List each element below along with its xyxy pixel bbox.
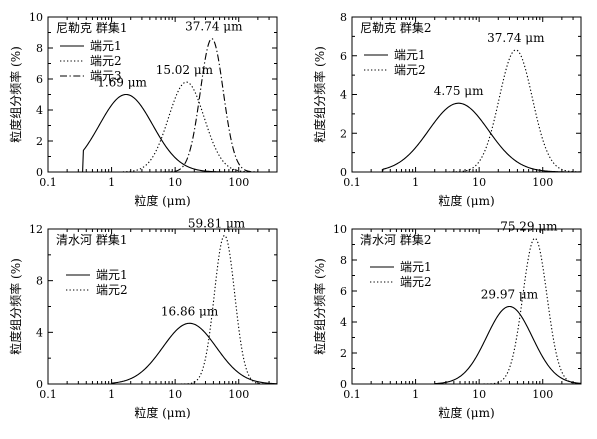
chart-panel-1: 0.1 1 10 100 0 2 4 6 8 10 粒度 (μm) 粒度组分频率 (%) 尼勒克 群集1… (8, 11, 278, 208)
y-axis-label: 粒度组分频率 (%) (8, 46, 23, 143)
peak-label: 16.86 μm (161, 304, 219, 318)
chart-panel-4: 0.1 1 10 100 0 2 4 6 8 10 粒度 (μm) 粒度组分频率 (%) 清水河 群集2… (312, 219, 582, 420)
peak-label: 37.74 μm (487, 31, 545, 45)
series-line-1 (381, 102, 581, 172)
peak-label: 75.29 μm (500, 219, 558, 233)
series-group (434, 237, 581, 384)
y-tick-label: 10 (29, 11, 43, 24)
series-line-1 (82, 93, 258, 172)
legend-label: 端元3 (90, 69, 122, 83)
x-tick-label: 1 (108, 176, 115, 189)
y-tick-label: 0 (340, 166, 347, 179)
x-tick-label: 0.1 (343, 176, 361, 189)
x-tick-label: 100 (532, 388, 553, 401)
y-tick-label: 4 (340, 89, 347, 102)
x-axis-label: 粒度 (μm) (134, 193, 190, 208)
x-tick-label: 1 (108, 388, 115, 401)
peak-label: 29.97 μm (481, 288, 539, 302)
legend-label: 端元1 (394, 48, 426, 62)
y-tick-label: 0 (340, 378, 347, 391)
y-tick-label: 2 (340, 347, 347, 360)
series-line-1 (434, 305, 581, 384)
series-group (111, 234, 277, 384)
y-tick-label: 4 (36, 326, 43, 339)
x-tick-label: 10 (168, 388, 182, 401)
series-line-2 (434, 49, 581, 172)
y-tick-label: 0 (36, 378, 43, 391)
series-group (82, 38, 258, 172)
peak-label: 4.75 μm (434, 84, 484, 98)
legend-label: 端元2 (400, 275, 432, 289)
x-tick-label: 100 (228, 388, 249, 401)
plot-frame (351, 228, 582, 385)
y-axis-label: 粒度组分频率 (%) (312, 46, 327, 143)
x-tick-label: 0.1 (343, 388, 361, 401)
x-tick-label: 1 (412, 388, 419, 401)
y-tick-label: 10 (333, 223, 347, 236)
y-axis-label: 粒度组分频率 (%) (8, 258, 23, 355)
x-tick-label: 10 (472, 176, 486, 189)
y-tick-label: 8 (36, 42, 43, 55)
y-tick-label: 4 (340, 316, 347, 329)
peak-label: 15.02 μm (156, 63, 214, 77)
panel-title: 清水河 群集2 (360, 232, 431, 247)
y-tick-label: 0 (36, 166, 43, 179)
chart-panel-3: 0.1 1 10 100 0 4 8 12 粒度 (μm) 粒度组分频率 (%) 清水河 群集1 16… (8, 216, 278, 420)
y-tick-label: 2 (36, 135, 43, 148)
y-tick-label: 12 (29, 223, 43, 236)
y-axis-label: 粒度组分频率 (%) (312, 258, 327, 355)
y-tick-label: 4 (36, 104, 43, 117)
series-line-2 (472, 237, 581, 384)
legend-label: 端元2 (90, 54, 122, 68)
y-tick-label: 6 (340, 285, 347, 298)
y-tick-label: 8 (340, 254, 347, 267)
y-tick-label: 6 (36, 73, 43, 86)
legend-label: 端元2 (96, 283, 128, 297)
legend-label: 端元1 (400, 260, 432, 274)
x-axis-label: 粒度 (μm) (134, 405, 190, 420)
x-tick-label: 1 (412, 176, 419, 189)
legend-label: 端元1 (90, 39, 122, 53)
x-tick-label: 10 (168, 176, 182, 189)
series-group (381, 49, 581, 172)
x-axis-label: 粒度 (μm) (438, 193, 494, 208)
plot-frame (47, 16, 278, 173)
series-line-3 (161, 38, 258, 172)
peak-label: 1.69 μm (97, 76, 147, 90)
x-tick-label: 10 (472, 388, 486, 401)
y-tick-label: 8 (340, 11, 347, 24)
peak-label: 37.74 μm (185, 20, 243, 34)
panel-title: 尼勒克 群集2 (360, 20, 431, 35)
x-tick-label: 100 (228, 176, 249, 189)
x-tick-label: 0.1 (39, 388, 57, 401)
peak-label: 59.81 μm (188, 216, 246, 230)
y-tick-label: 6 (340, 50, 347, 63)
series-line-1 (111, 322, 277, 384)
series-line-2 (122, 81, 258, 172)
chart-panel-2: 0.1 1 10 100 0 2 4 6 8 粒度 (μm) 粒度组分频率 (%) 尼勒克 群集2 4.… (312, 11, 582, 208)
x-tick-label: 100 (532, 176, 553, 189)
y-tick-label: 8 (36, 275, 43, 288)
legend-label: 端元2 (394, 63, 426, 77)
y-tick-label: 2 (340, 127, 347, 140)
panel-title: 清水河 群集1 (56, 232, 127, 247)
legend-label: 端元1 (96, 268, 128, 282)
x-tick-label: 0.1 (39, 176, 57, 189)
x-axis-label: 粒度 (μm) (438, 405, 494, 420)
panel-title: 尼勒克 群集1 (56, 20, 127, 35)
